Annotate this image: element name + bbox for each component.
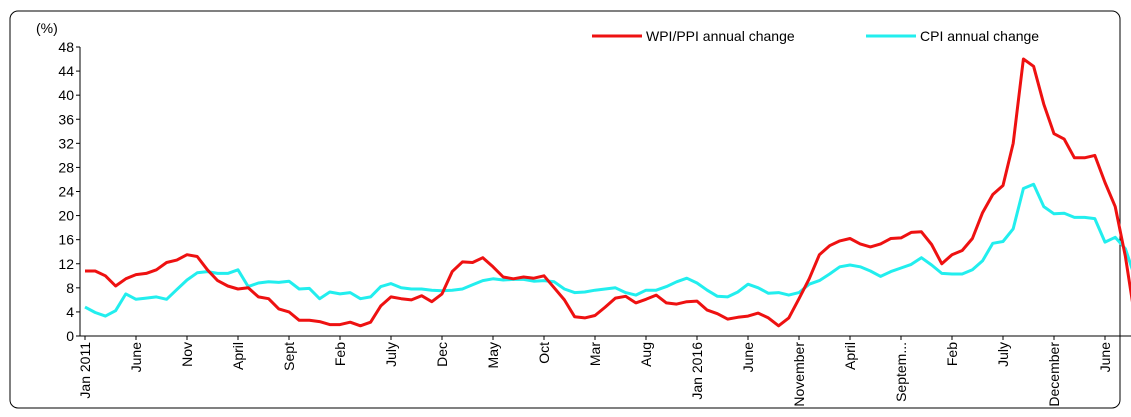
data-line (85, 57, 1131, 328)
x-tick-label: November (791, 342, 807, 407)
y-tick-label: 32 (58, 135, 74, 151)
x-tick-label: Mar (587, 342, 603, 366)
y-tick-label: 36 (58, 111, 74, 127)
y-tick-label: 0 (66, 328, 74, 344)
x-tick-label: Aug (638, 342, 654, 367)
x-tick-label: Nov (179, 342, 195, 367)
legend-label: WPI/PPI annual change (646, 28, 795, 44)
y-tick-label: 20 (58, 208, 74, 224)
x-tick-label: June (128, 342, 144, 373)
y-tick-label: 8 (66, 280, 74, 296)
y-tick-label: 16 (58, 232, 74, 248)
x-tick-label: Septem... (893, 342, 909, 402)
y-unit: (%) (36, 20, 58, 36)
x-tick-label: Feb (332, 342, 348, 366)
y-tick-label: 12 (58, 256, 74, 272)
y-tick-label: 28 (58, 159, 74, 175)
y-tick-label: 44 (58, 63, 74, 79)
x-tick-label: December (1046, 342, 1062, 407)
x-tick-label: July (383, 342, 399, 367)
chart-border (9, 10, 1121, 409)
x-tick-label: Jan 2016 (689, 342, 705, 400)
x-tick-label: June (740, 342, 756, 373)
x-tick-label: July (995, 342, 1011, 367)
y-tick-label: 24 (58, 184, 74, 200)
x-tick-label: Dec (434, 342, 450, 367)
x-tick-label: Jan 2011 (77, 342, 93, 399)
legend-label: CPI annual change (920, 28, 1039, 44)
y-tick-label: 40 (58, 87, 74, 103)
data-line (84, 182, 1131, 318)
x-tick-label: Feb (944, 342, 960, 366)
y-tick-label: 48 (58, 39, 74, 55)
y-tick-label: 4 (66, 304, 74, 320)
x-tick-label: Sept (281, 342, 297, 371)
x-tick-label: April (230, 342, 246, 370)
x-tick-label: April (842, 342, 858, 370)
x-tick-label: Oct (536, 342, 552, 364)
x-tick-label: May (485, 342, 501, 368)
x-tick-label: June (1097, 342, 1113, 373)
